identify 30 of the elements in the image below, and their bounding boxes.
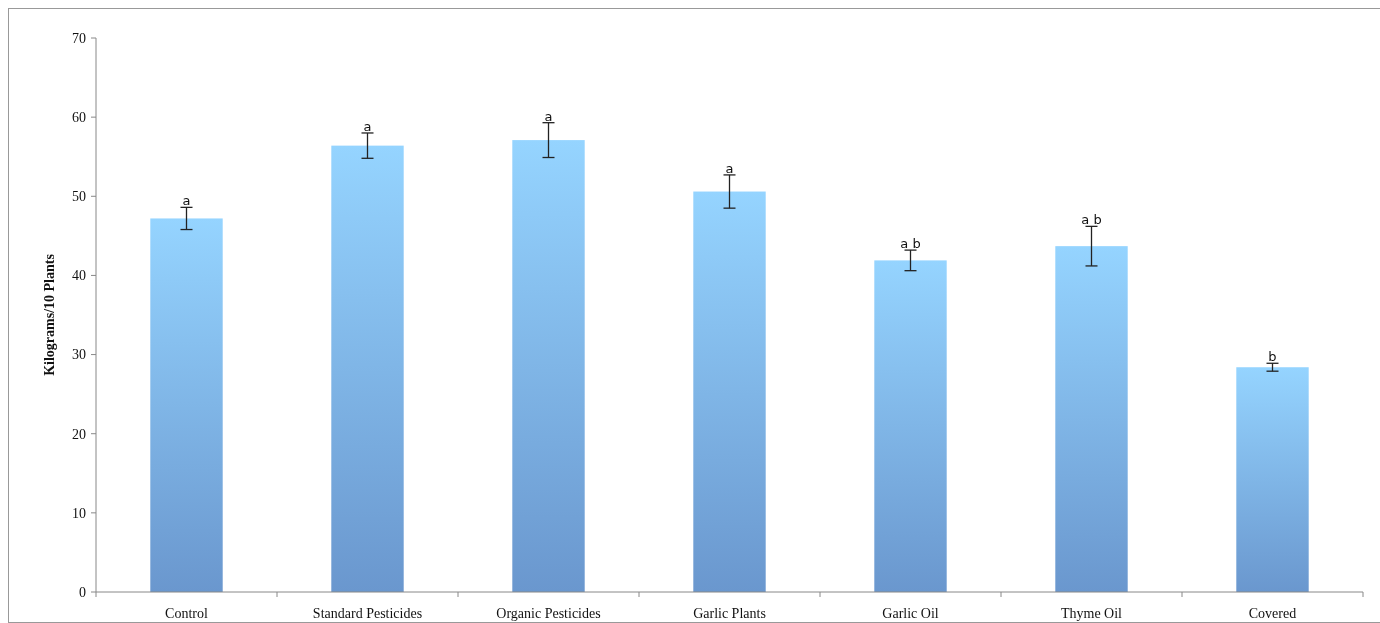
annotation: a bbox=[725, 160, 734, 176]
annotation: a b bbox=[900, 236, 921, 252]
bar bbox=[1055, 246, 1128, 592]
annotation: a bbox=[544, 108, 553, 124]
y-tick-label: 70 bbox=[72, 30, 86, 46]
bar bbox=[331, 145, 404, 592]
bar bbox=[512, 140, 585, 592]
y-tick-label: 20 bbox=[72, 426, 86, 442]
annotation: b bbox=[1268, 349, 1277, 365]
x-tick-label: Garlic Plants bbox=[693, 606, 766, 621]
bar bbox=[1236, 367, 1309, 592]
y-tick-label: 30 bbox=[72, 347, 86, 363]
x-tick-label: Garlic Oil bbox=[882, 606, 939, 621]
x-tick-label: Covered bbox=[1248, 606, 1297, 621]
x-tick-label: Thyme Oil bbox=[1060, 606, 1123, 621]
annotation: a b bbox=[1081, 212, 1102, 228]
bar bbox=[150, 218, 223, 592]
y-tick-label: 10 bbox=[72, 505, 86, 521]
x-tick-label: Control bbox=[165, 606, 208, 621]
y-axis-title: Kilograms/10 Plants bbox=[42, 253, 57, 376]
x-tick-label: Standard Pesticides bbox=[312, 606, 423, 621]
y-tick-label: 0 bbox=[79, 584, 86, 600]
annotation: a bbox=[363, 118, 372, 134]
annotation: a bbox=[182, 193, 191, 209]
bar bbox=[693, 191, 766, 592]
y-tick-label: 40 bbox=[72, 268, 86, 284]
y-tick-label: 50 bbox=[72, 189, 86, 205]
bar bbox=[874, 260, 947, 592]
x-tick-label: Organic Pesticides bbox=[496, 606, 601, 621]
y-tick-label: 60 bbox=[72, 110, 86, 126]
